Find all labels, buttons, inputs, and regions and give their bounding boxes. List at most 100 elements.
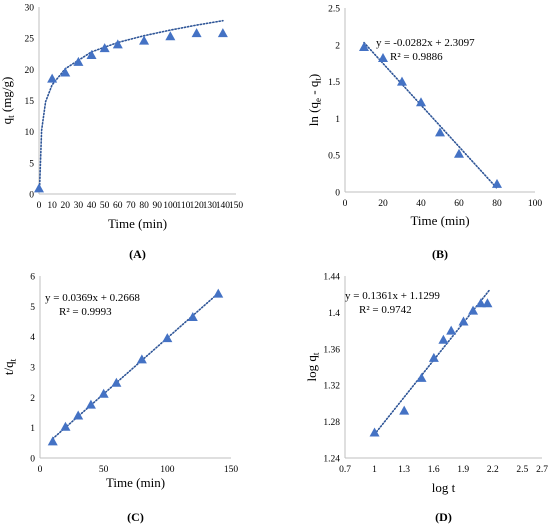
data-point-marker [86,49,97,59]
y-tick-label: 1 [30,424,35,434]
y-axis-label-part: (mg/g) [0,77,14,116]
data-point-marker [428,352,439,362]
x-tick-label: 80 [139,201,149,211]
y-tick-label: 1.28 [323,418,340,428]
trendline [38,19,224,186]
y-tick-label: 1.4 [328,309,340,319]
x-axis-label: log t [432,480,456,495]
x-tick-label: 50 [99,465,109,475]
chart-b: 0 20 40 60 80 100 0 0.5 1 1.5 2 2.5 Time (min) ln (qe… [306,5,542,262]
x-tick-label: 1.3 [398,465,410,475]
data-point-marker [112,39,123,49]
r-squared-label: R² = 0.9742 [359,304,412,316]
x-tick-label: 40 [416,199,426,209]
y-axis-label-subscript: t [8,358,18,361]
y-tick-label: 1.36 [323,345,340,355]
panel-caption: (B) [432,247,448,261]
x-tick-label: 60 [454,199,464,209]
data-point-marker [475,298,486,308]
data-point-marker [492,178,502,188]
trendline-equation: y = 0.0369x + 0.2668 [45,292,140,304]
y-axis-label: t/qt [1,358,18,375]
trendline [363,41,498,190]
data-point-marker [47,73,58,83]
r-squared-label: R² = 0.9993 [59,306,112,318]
data-point-marker [60,67,71,77]
y-axis-label: log qt [304,352,321,381]
data-point-marker [468,305,479,315]
y-axis-label-part: ln (q [306,102,321,127]
x-tick-label: 0 [343,199,348,209]
y-axis-label-subscript: t [6,115,16,118]
x-tick-label: 0.7 [339,465,351,475]
x-tick-label: 120 [189,201,204,211]
y-axis-label-part: q [0,117,14,124]
data-point-marker [369,427,380,437]
data-point-marker [60,421,71,431]
x-tick-label: 0 [37,201,42,211]
y-tick-label: 2.5 [328,5,340,15]
data-point-marker [99,43,110,53]
data-point-marker [98,388,109,398]
y-tick-label: 1.5 [328,78,340,88]
x-axis-label: Time (min) [410,213,469,228]
x-axis-label: Time (min) [106,475,165,490]
x-tick-label: 0 [38,465,43,475]
y-tick-label: 1.24 [323,455,340,465]
data-point-marker [187,311,198,321]
y-axis-label: ln (qe - qt) [306,74,323,126]
x-tick-label: 10 [47,201,57,211]
trendline-equation: y = -0.0282x + 2.3097 [376,37,475,49]
y-tick-label: 5 [30,303,35,313]
y-tick-label: 20 [25,66,35,76]
y-tick-label: 15 [25,97,35,107]
x-tick-label: 110 [177,201,191,211]
x-axis-label: Time (min) [108,216,167,231]
y-tick-label: 6 [30,273,35,283]
y-axis-label-part: t/q [1,361,16,375]
y-axis-label-subscript: t [313,78,323,81]
data-point-marker [416,97,426,107]
data-point-marker [213,288,224,298]
data-point-marker [378,53,388,63]
panel-caption: (A) [129,247,146,261]
x-tick-label: 40 [87,201,97,211]
data-point-marker [458,316,469,326]
chart-a: 0 10 20 30 40 50 60 70 80 90 100 110 120130140150051… [0,4,243,262]
trendline-equation: y = 0.1361x + 1.1299 [345,290,440,302]
x-tick-label: 2.5 [516,465,528,475]
x-tick-label: 100 [163,201,178,211]
data-point-marker [162,333,173,343]
y-axis-label-part: - q [306,80,321,98]
x-tick-label: 60 [113,201,123,211]
x-tick-label: 1 [372,465,377,475]
data-point-marker [397,76,407,86]
x-tick-label: 150 [229,201,244,211]
r-squared-label: R² = 0.9886 [390,51,443,63]
chart-c: 0 50 100 150 0 1 2 3 4 5 6 Time (min) t/qt y = 0.0369… [1,273,238,525]
data-point-marker [34,183,44,193]
data-point-marker [85,399,96,409]
data-point-marker [438,334,449,344]
y-tick-label: 30 [25,4,35,14]
x-tick-label: 90 [152,201,162,211]
y-tick-label: 0 [30,455,35,465]
chart-d: 0.7 1 1.3 1.6 1.9 2.2 2.5 2.7 1.24 1.28 1.32 1.36 1.… [304,273,548,525]
data-point-marker [399,405,410,415]
y-tick-label: 25 [25,35,35,45]
data-point-marker [435,127,445,137]
data-point-marker [416,372,427,382]
panel-caption: (C) [127,510,144,524]
data-point-marker [454,148,464,158]
data-point-marker [165,31,176,41]
y-tick-label: 1.44 [323,273,340,283]
y-tick-label: 0 [29,191,34,201]
panel-caption: (D) [435,510,452,524]
y-tick-label: 2 [30,394,35,404]
x-tick-label: 80 [492,199,502,209]
x-tick-label: 100 [528,199,543,209]
x-tick-label: 1.9 [457,465,469,475]
x-tick-label: 1.6 [428,465,440,475]
x-tick-label: 2.2 [487,465,499,475]
